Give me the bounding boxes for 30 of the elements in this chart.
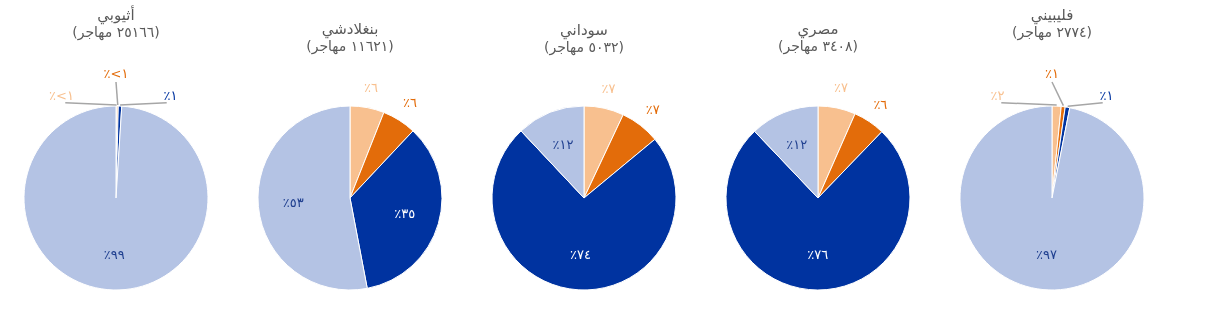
chart-subtitle: (٣٤٠٨ مهاجر) <box>777 38 859 56</box>
data-label: ٪١ <box>1045 66 1059 81</box>
chart-subtitle: (٢٥١٦٦ مهاجر) <box>72 24 160 41</box>
data-label: ٪<١ <box>49 87 74 103</box>
data-label: ٪٦ <box>403 95 418 111</box>
data-label: ٪١٢ <box>786 137 808 153</box>
chart-title: فليبيني <box>1030 6 1074 25</box>
data-label: ٪<١ <box>103 66 129 81</box>
data-label: ٪١٢ <box>552 136 574 152</box>
data-label: ٪١ <box>1099 87 1114 103</box>
chart-title: مصري <box>797 20 839 40</box>
chart-title: أثيوبي <box>97 5 135 25</box>
data-label: ٪٦ <box>364 79 378 95</box>
chart-title: سوداني <box>560 20 608 40</box>
data-label: ٪٩٧ <box>1035 246 1057 262</box>
data-label: ٪٥٣ <box>282 195 304 211</box>
data-label: ٪٩٩ <box>103 247 125 263</box>
data-label: ٪٦ <box>873 96 888 112</box>
chart-subtitle: (٥٠٣٢ مهاجر) <box>543 38 625 56</box>
chart-title: بنغلادشي <box>321 19 379 39</box>
data-label: ٪٧ <box>645 101 660 117</box>
data-label: ٪٧ <box>834 80 849 96</box>
chart-subtitle: (٢٧٧٤ مهاجر) <box>1011 24 1093 41</box>
data-label: ٪٧٤ <box>569 246 591 262</box>
data-label: ٪٧٦ <box>807 247 829 263</box>
data-label: ٪٧ <box>601 80 616 96</box>
data-label: ٪١ <box>163 87 178 103</box>
data-label: ٪٣٥ <box>394 205 416 221</box>
chart-subtitle: (١١٦٢١ مهاجر) <box>306 37 394 55</box>
data-label: ٪٢ <box>990 87 1005 103</box>
